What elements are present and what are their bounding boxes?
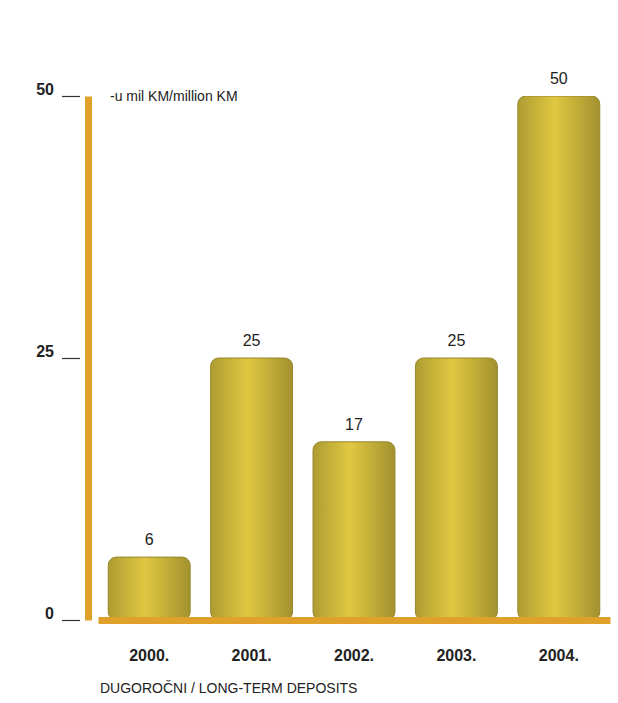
y-tick-label: 50	[36, 81, 54, 98]
unit-note: -u mil KM/million KM	[110, 88, 238, 104]
data-labels: 6 25 17 25 50	[145, 70, 568, 548]
x-axis-line	[99, 617, 611, 624]
bar	[211, 358, 293, 620]
x-axis-title: DUGOROČNI / LONG-TERM DEPOSITS	[100, 680, 357, 696]
bars	[108, 96, 600, 620]
bar	[108, 557, 190, 620]
x-tick-label: 2002.	[334, 647, 374, 664]
x-tick-label: 2000.	[129, 647, 169, 664]
y-tick: 25	[36, 343, 80, 360]
bar	[415, 358, 497, 620]
y-tick-label: 0	[45, 605, 54, 622]
data-label: 6	[145, 531, 154, 548]
chart: 0 25 50 2000. 2001. 2002. 2003. 2004. 6 25 17 25 50 -…	[0, 0, 618, 703]
x-tick: 2000.	[129, 620, 169, 664]
data-label: 25	[243, 332, 261, 349]
x-tick-label: 2003.	[436, 647, 476, 664]
y-tick-label: 25	[36, 343, 54, 360]
x-tick: 2001.	[232, 620, 272, 664]
data-label: 17	[345, 416, 363, 433]
data-label: 50	[550, 70, 568, 87]
y-axis-line	[85, 97, 92, 621]
x-tick-label: 2001.	[232, 647, 272, 664]
y-tick-mark	[62, 358, 80, 359]
y-tick: 50	[36, 81, 80, 98]
x-axis: 2000. 2001. 2002. 2003. 2004.	[99, 620, 611, 664]
data-label: 25	[448, 332, 466, 349]
y-tick-mark	[62, 620, 80, 621]
y-axis: 0 25 50	[36, 81, 88, 622]
x-tick: 2004.	[539, 620, 579, 664]
y-tick-mark	[62, 96, 80, 97]
y-tick: 0	[45, 605, 80, 622]
x-tick: 2003.	[436, 620, 476, 664]
bar	[313, 442, 395, 620]
bar	[518, 96, 600, 620]
x-tick-label: 2004.	[539, 647, 579, 664]
x-tick: 2002.	[334, 620, 374, 664]
